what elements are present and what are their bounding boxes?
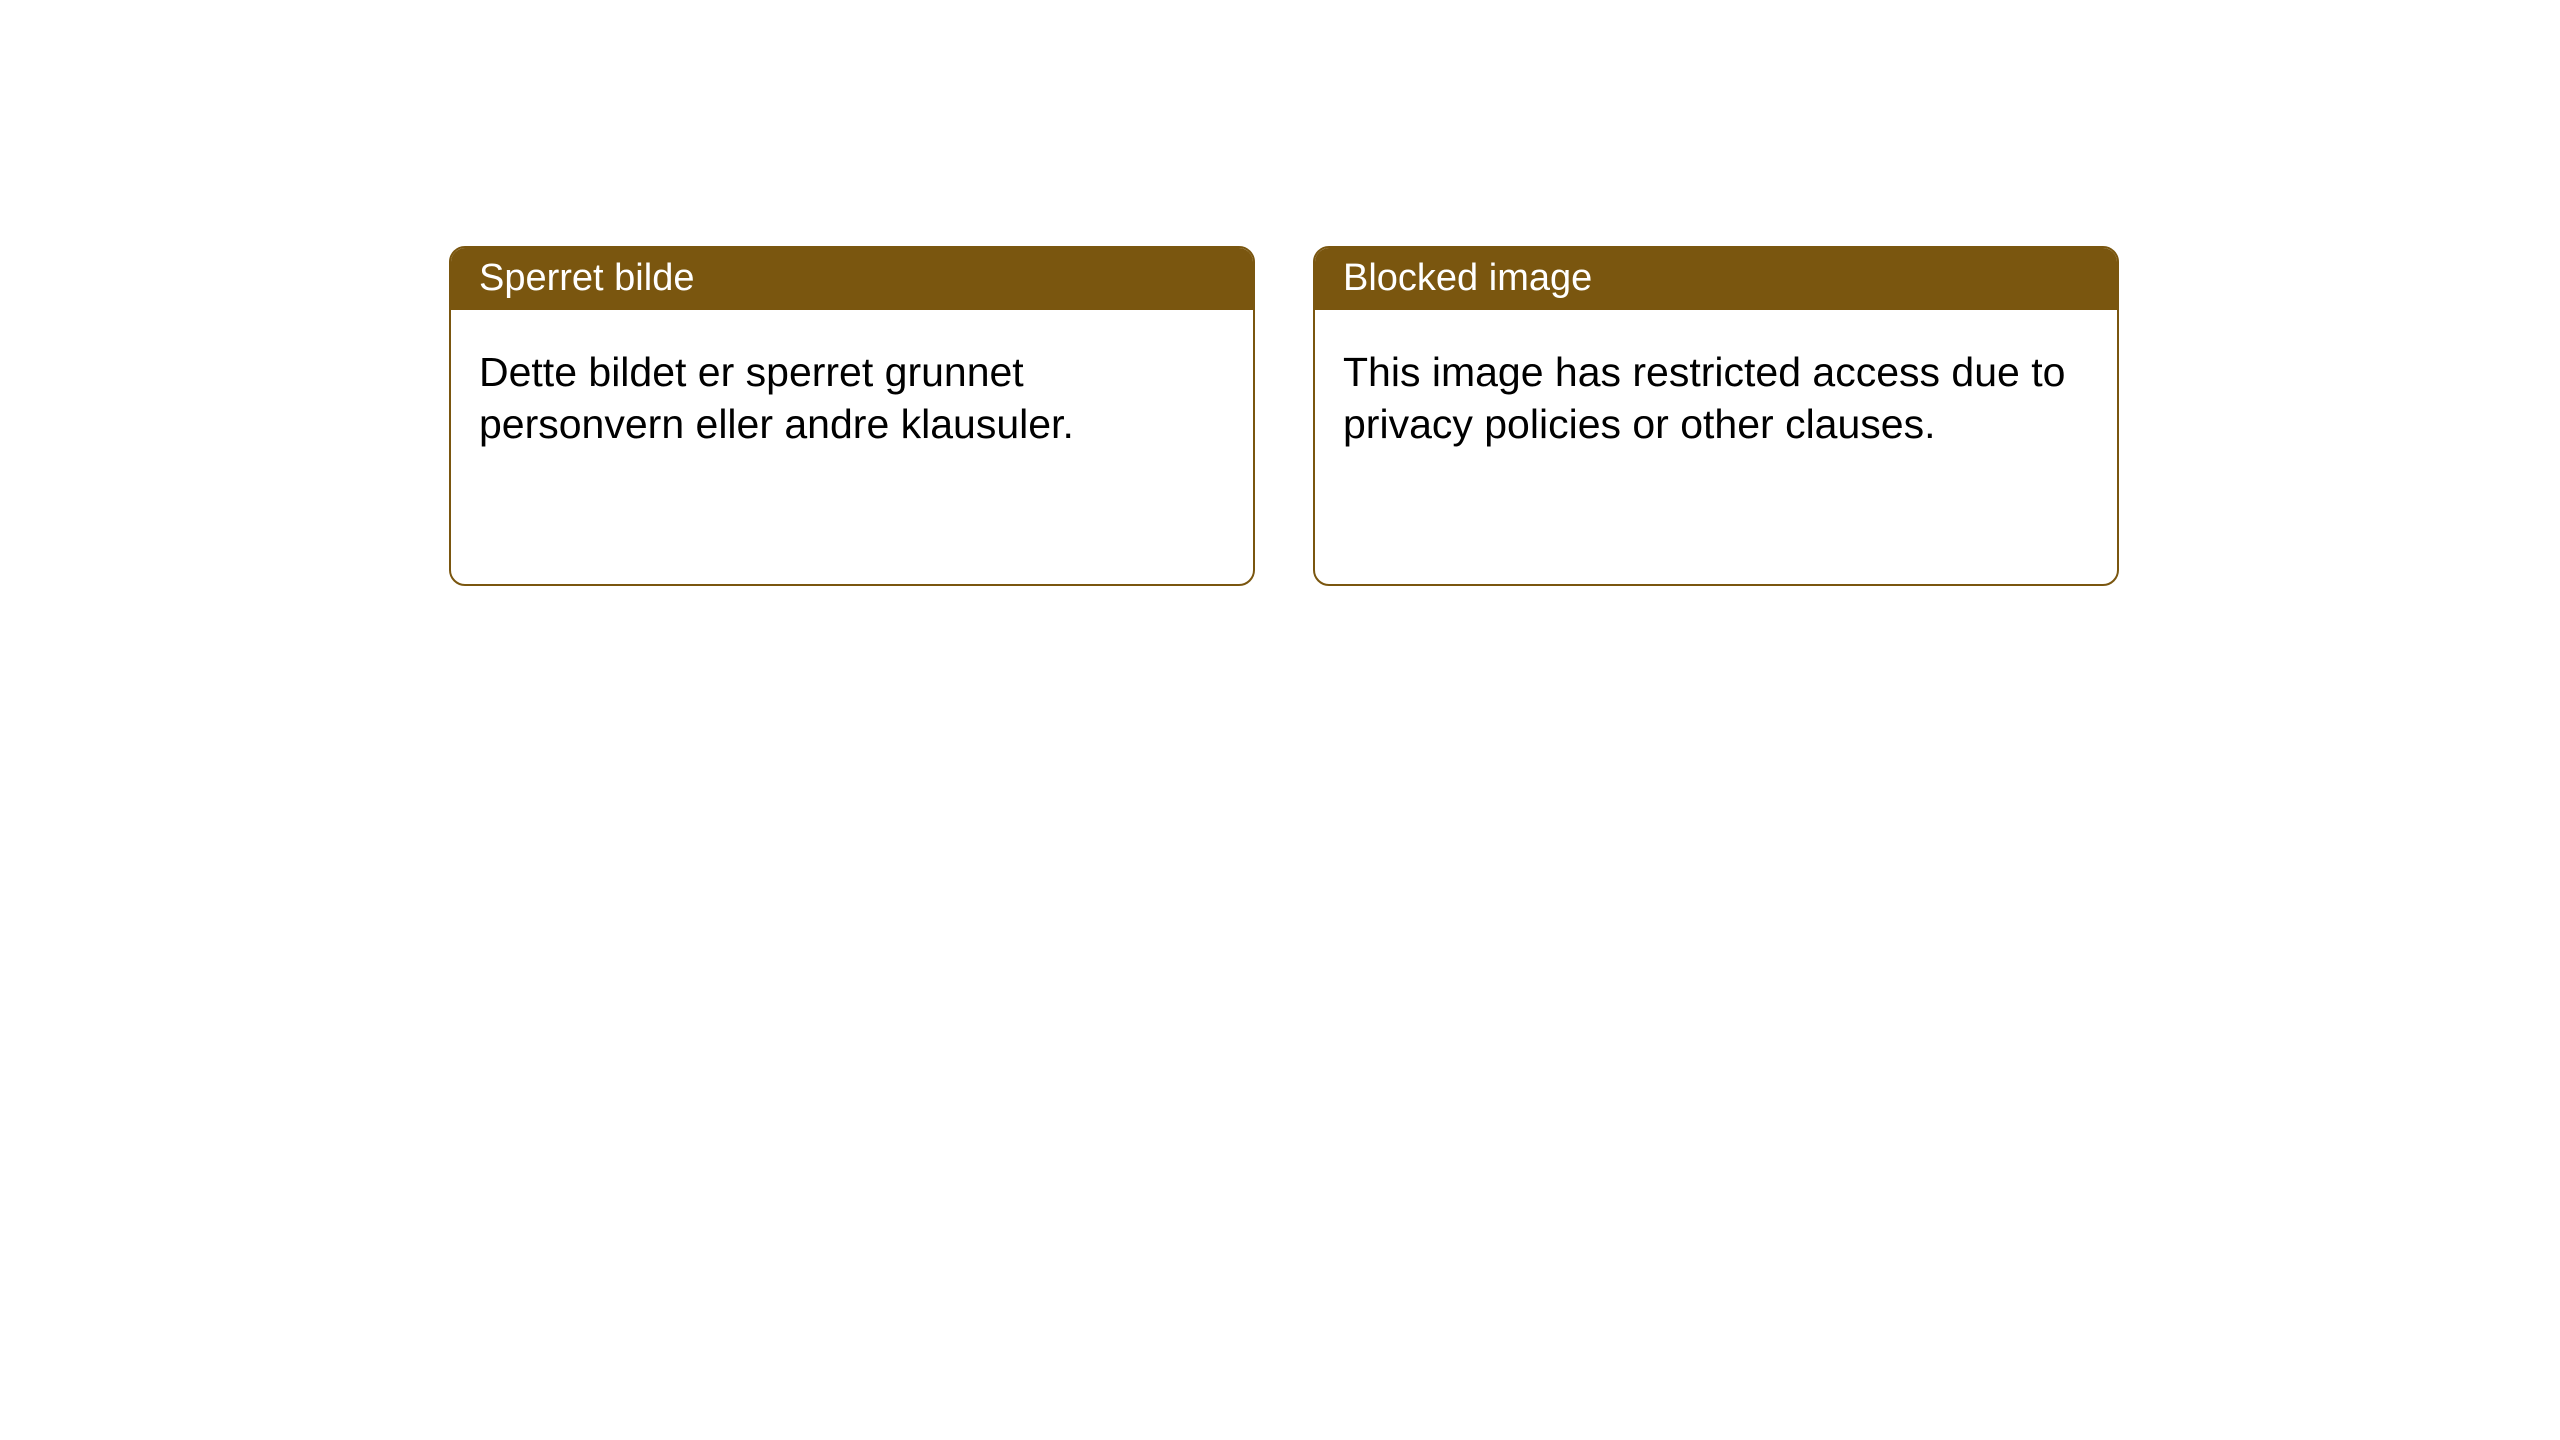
notice-message-english: This image has restricted access due to … — [1315, 310, 2117, 584]
notice-card-english: Blocked image This image has restricted … — [1313, 246, 2119, 586]
notice-message-norwegian: Dette bildet er sperret grunnet personve… — [451, 310, 1253, 584]
blocked-image-notices: Sperret bilde Dette bildet er sperret gr… — [449, 246, 2119, 586]
notice-title-english: Blocked image — [1315, 248, 2117, 310]
notice-card-norwegian: Sperret bilde Dette bildet er sperret gr… — [449, 246, 1255, 586]
notice-title-norwegian: Sperret bilde — [451, 248, 1253, 310]
